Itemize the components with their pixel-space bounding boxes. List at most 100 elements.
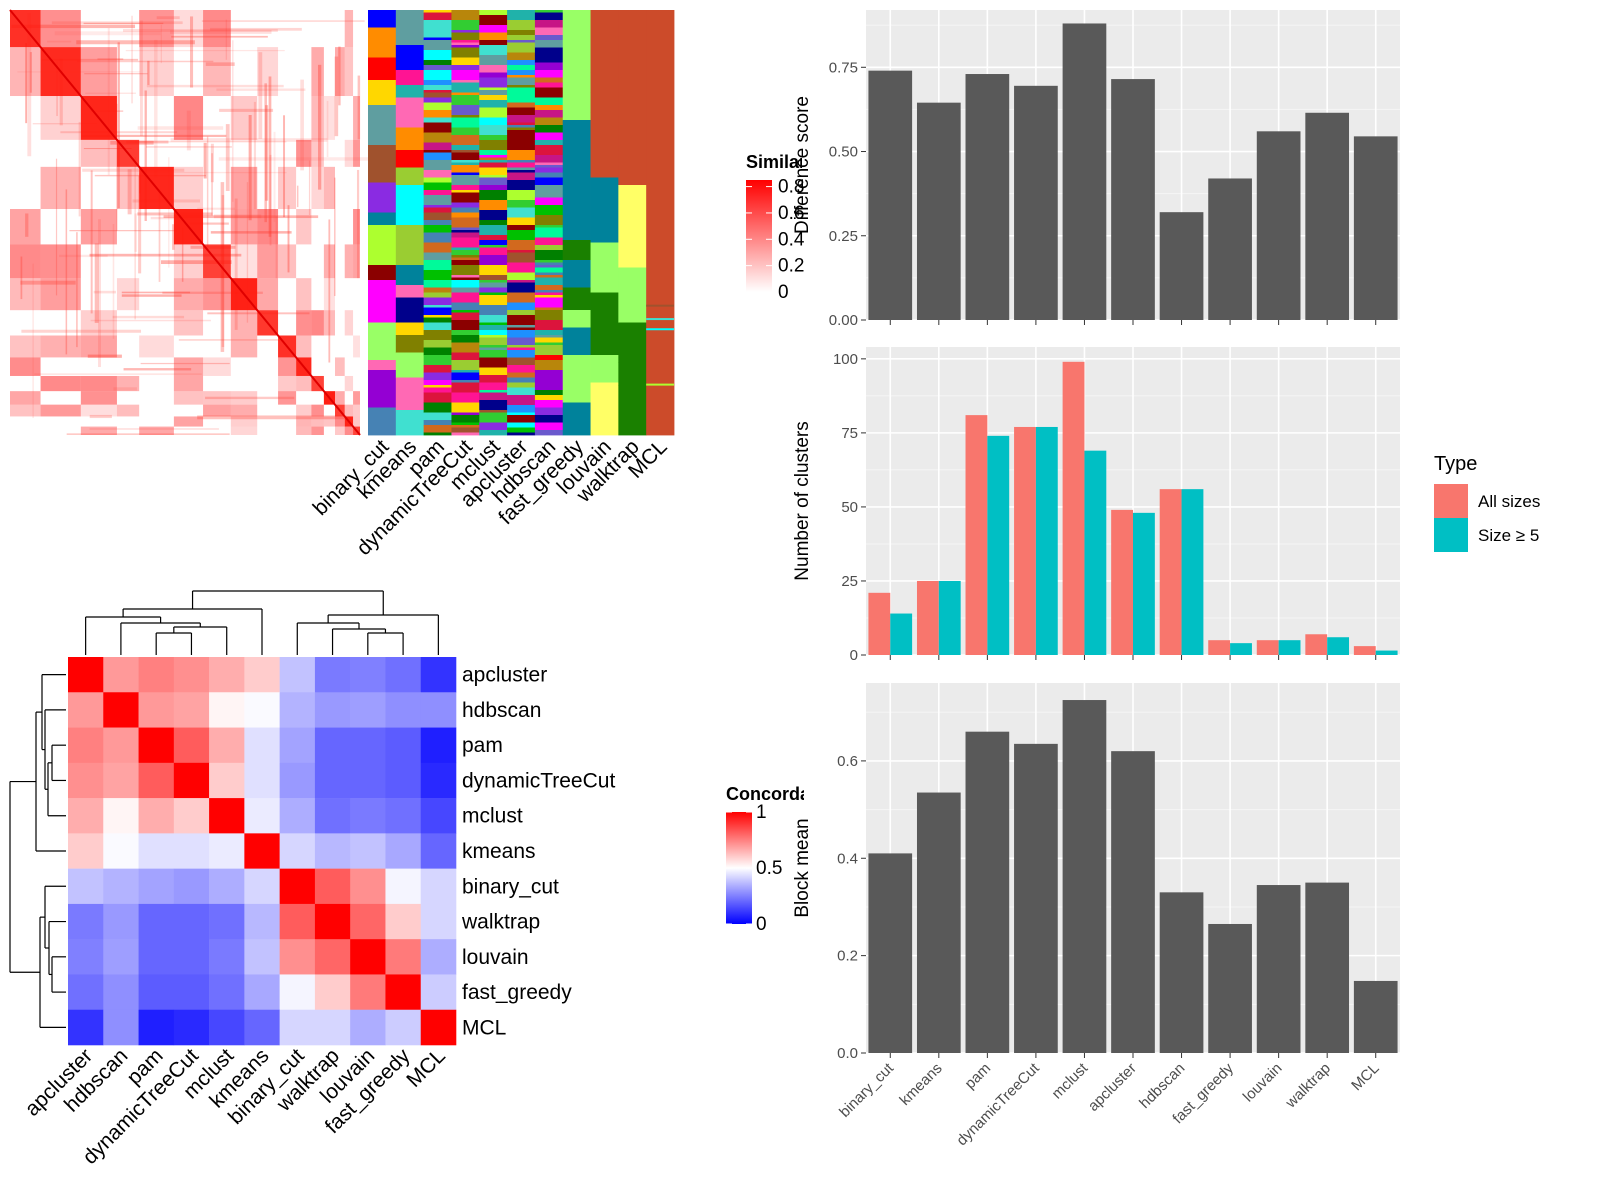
similarity-streak bbox=[273, 131, 276, 222]
membership-cell bbox=[507, 272, 536, 281]
similarity-streak bbox=[32, 123, 98, 125]
similarity-offblock bbox=[278, 391, 297, 405]
similarity-offblock bbox=[40, 278, 81, 311]
membership-cell bbox=[451, 65, 480, 71]
membership-cell bbox=[423, 182, 452, 191]
membership-cell bbox=[451, 145, 480, 151]
concordance-cell bbox=[314, 727, 351, 764]
concordance-column-label: MCL bbox=[402, 1044, 450, 1092]
similarity-offblock bbox=[80, 391, 117, 405]
membership-cell bbox=[451, 45, 480, 48]
membership-cell bbox=[479, 287, 508, 293]
membership-cell bbox=[395, 377, 425, 411]
membership-cell bbox=[451, 427, 480, 433]
similarity-offblock bbox=[344, 426, 354, 435]
similarity-offblock bbox=[344, 244, 354, 279]
membership-cell bbox=[479, 125, 508, 136]
similarity-offblock bbox=[311, 416, 324, 427]
similarity-offblock bbox=[296, 209, 312, 245]
membership-cell bbox=[451, 20, 480, 31]
similarity-streak bbox=[253, 101, 257, 210]
similarity-offblock bbox=[173, 357, 204, 376]
membership-cell bbox=[395, 45, 425, 71]
membership-cell bbox=[451, 190, 480, 193]
membership-cell bbox=[507, 252, 536, 263]
membership-column-labels: binary_cutkmeanspamdynamicTreeCutmclusta… bbox=[309, 435, 672, 560]
concordance-cell bbox=[350, 1009, 386, 1046]
membership-cell bbox=[618, 77, 647, 93]
similarity-offblock bbox=[344, 310, 354, 336]
membership-cell bbox=[451, 160, 480, 163]
similarity-streak bbox=[206, 136, 209, 248]
membership-cell bbox=[646, 328, 674, 331]
membership-cell bbox=[507, 365, 536, 373]
membership-cell bbox=[479, 245, 508, 248]
membership-cell bbox=[507, 52, 536, 61]
concordance-cell bbox=[244, 974, 280, 1011]
membership-cell bbox=[534, 140, 564, 146]
membership-cell bbox=[534, 27, 564, 36]
similarity-streak bbox=[246, 182, 249, 323]
similarity-offblock bbox=[116, 166, 140, 210]
membership-cell bbox=[590, 10, 619, 73]
membership-cell bbox=[423, 225, 452, 233]
membership-cell bbox=[534, 355, 564, 361]
similarity-streak bbox=[69, 230, 178, 232]
membership-cell bbox=[507, 280, 536, 283]
concordance-cell bbox=[420, 974, 457, 1011]
similarity-offblock bbox=[353, 416, 360, 427]
membership-cell bbox=[368, 225, 397, 266]
similarity-offblock bbox=[173, 10, 204, 48]
membership-cell bbox=[368, 57, 397, 81]
membership-cell bbox=[423, 92, 452, 98]
similarity-offblock bbox=[173, 244, 204, 279]
membership-cell bbox=[423, 50, 452, 61]
similarity-streak bbox=[181, 227, 184, 282]
concordance-cell bbox=[385, 1009, 422, 1046]
similarity-offblock bbox=[10, 404, 41, 417]
concordance-cell bbox=[103, 1009, 139, 1046]
similarity-streak bbox=[168, 157, 170, 268]
membership-cell bbox=[451, 237, 480, 248]
membership-cell bbox=[423, 252, 452, 261]
membership-cell bbox=[395, 167, 425, 186]
similarity-offblock bbox=[311, 96, 324, 140]
membership-cell bbox=[534, 117, 564, 126]
membership-cell bbox=[590, 382, 619, 436]
bar-size-ge-5 bbox=[1230, 643, 1252, 655]
concordance-row-labels: apcluster hdbscan pam dynamicTreeCut mclust k… bbox=[461, 664, 615, 1040]
concordance-cell bbox=[385, 903, 422, 940]
membership-cell bbox=[479, 430, 508, 436]
similarity-offblock bbox=[10, 278, 41, 311]
similarity-streak bbox=[25, 213, 29, 237]
similarity-offblock bbox=[80, 375, 117, 392]
similarity-streak bbox=[171, 35, 268, 38]
similarity-streak bbox=[29, 52, 32, 93]
membership-cell bbox=[395, 70, 425, 86]
similarity-legend-label: 0.6 bbox=[778, 203, 804, 224]
type-legend-swatch bbox=[1434, 484, 1468, 518]
concordance-column-labels: apclusterhdbscanpamdynamicTreeCutmclustk… bbox=[21, 1044, 450, 1169]
membership-cell bbox=[507, 47, 536, 53]
similarity-offblock bbox=[335, 391, 345, 405]
bar-size-ge-5 bbox=[1035, 426, 1058, 655]
concordance-cell bbox=[103, 692, 139, 728]
membership-cell bbox=[534, 342, 564, 346]
membership-cell bbox=[562, 310, 591, 328]
membership-cell bbox=[423, 307, 452, 316]
membership-cell bbox=[507, 20, 536, 31]
similarity-streak bbox=[20, 256, 23, 300]
concordance-cell bbox=[138, 762, 175, 799]
membership-cell bbox=[423, 65, 452, 71]
similarity-streak bbox=[81, 134, 227, 137]
membership-cell bbox=[451, 412, 480, 416]
membership-cell bbox=[423, 110, 452, 118]
bar-all-sizes bbox=[1014, 426, 1036, 655]
membership-cell bbox=[451, 425, 480, 428]
membership-heatmap bbox=[368, 10, 675, 436]
membership-cell bbox=[451, 185, 480, 191]
similarity-offblock bbox=[353, 391, 360, 405]
similarity-offblock bbox=[139, 10, 174, 48]
similarity-streak bbox=[140, 362, 230, 365]
membership-cell bbox=[534, 390, 564, 396]
